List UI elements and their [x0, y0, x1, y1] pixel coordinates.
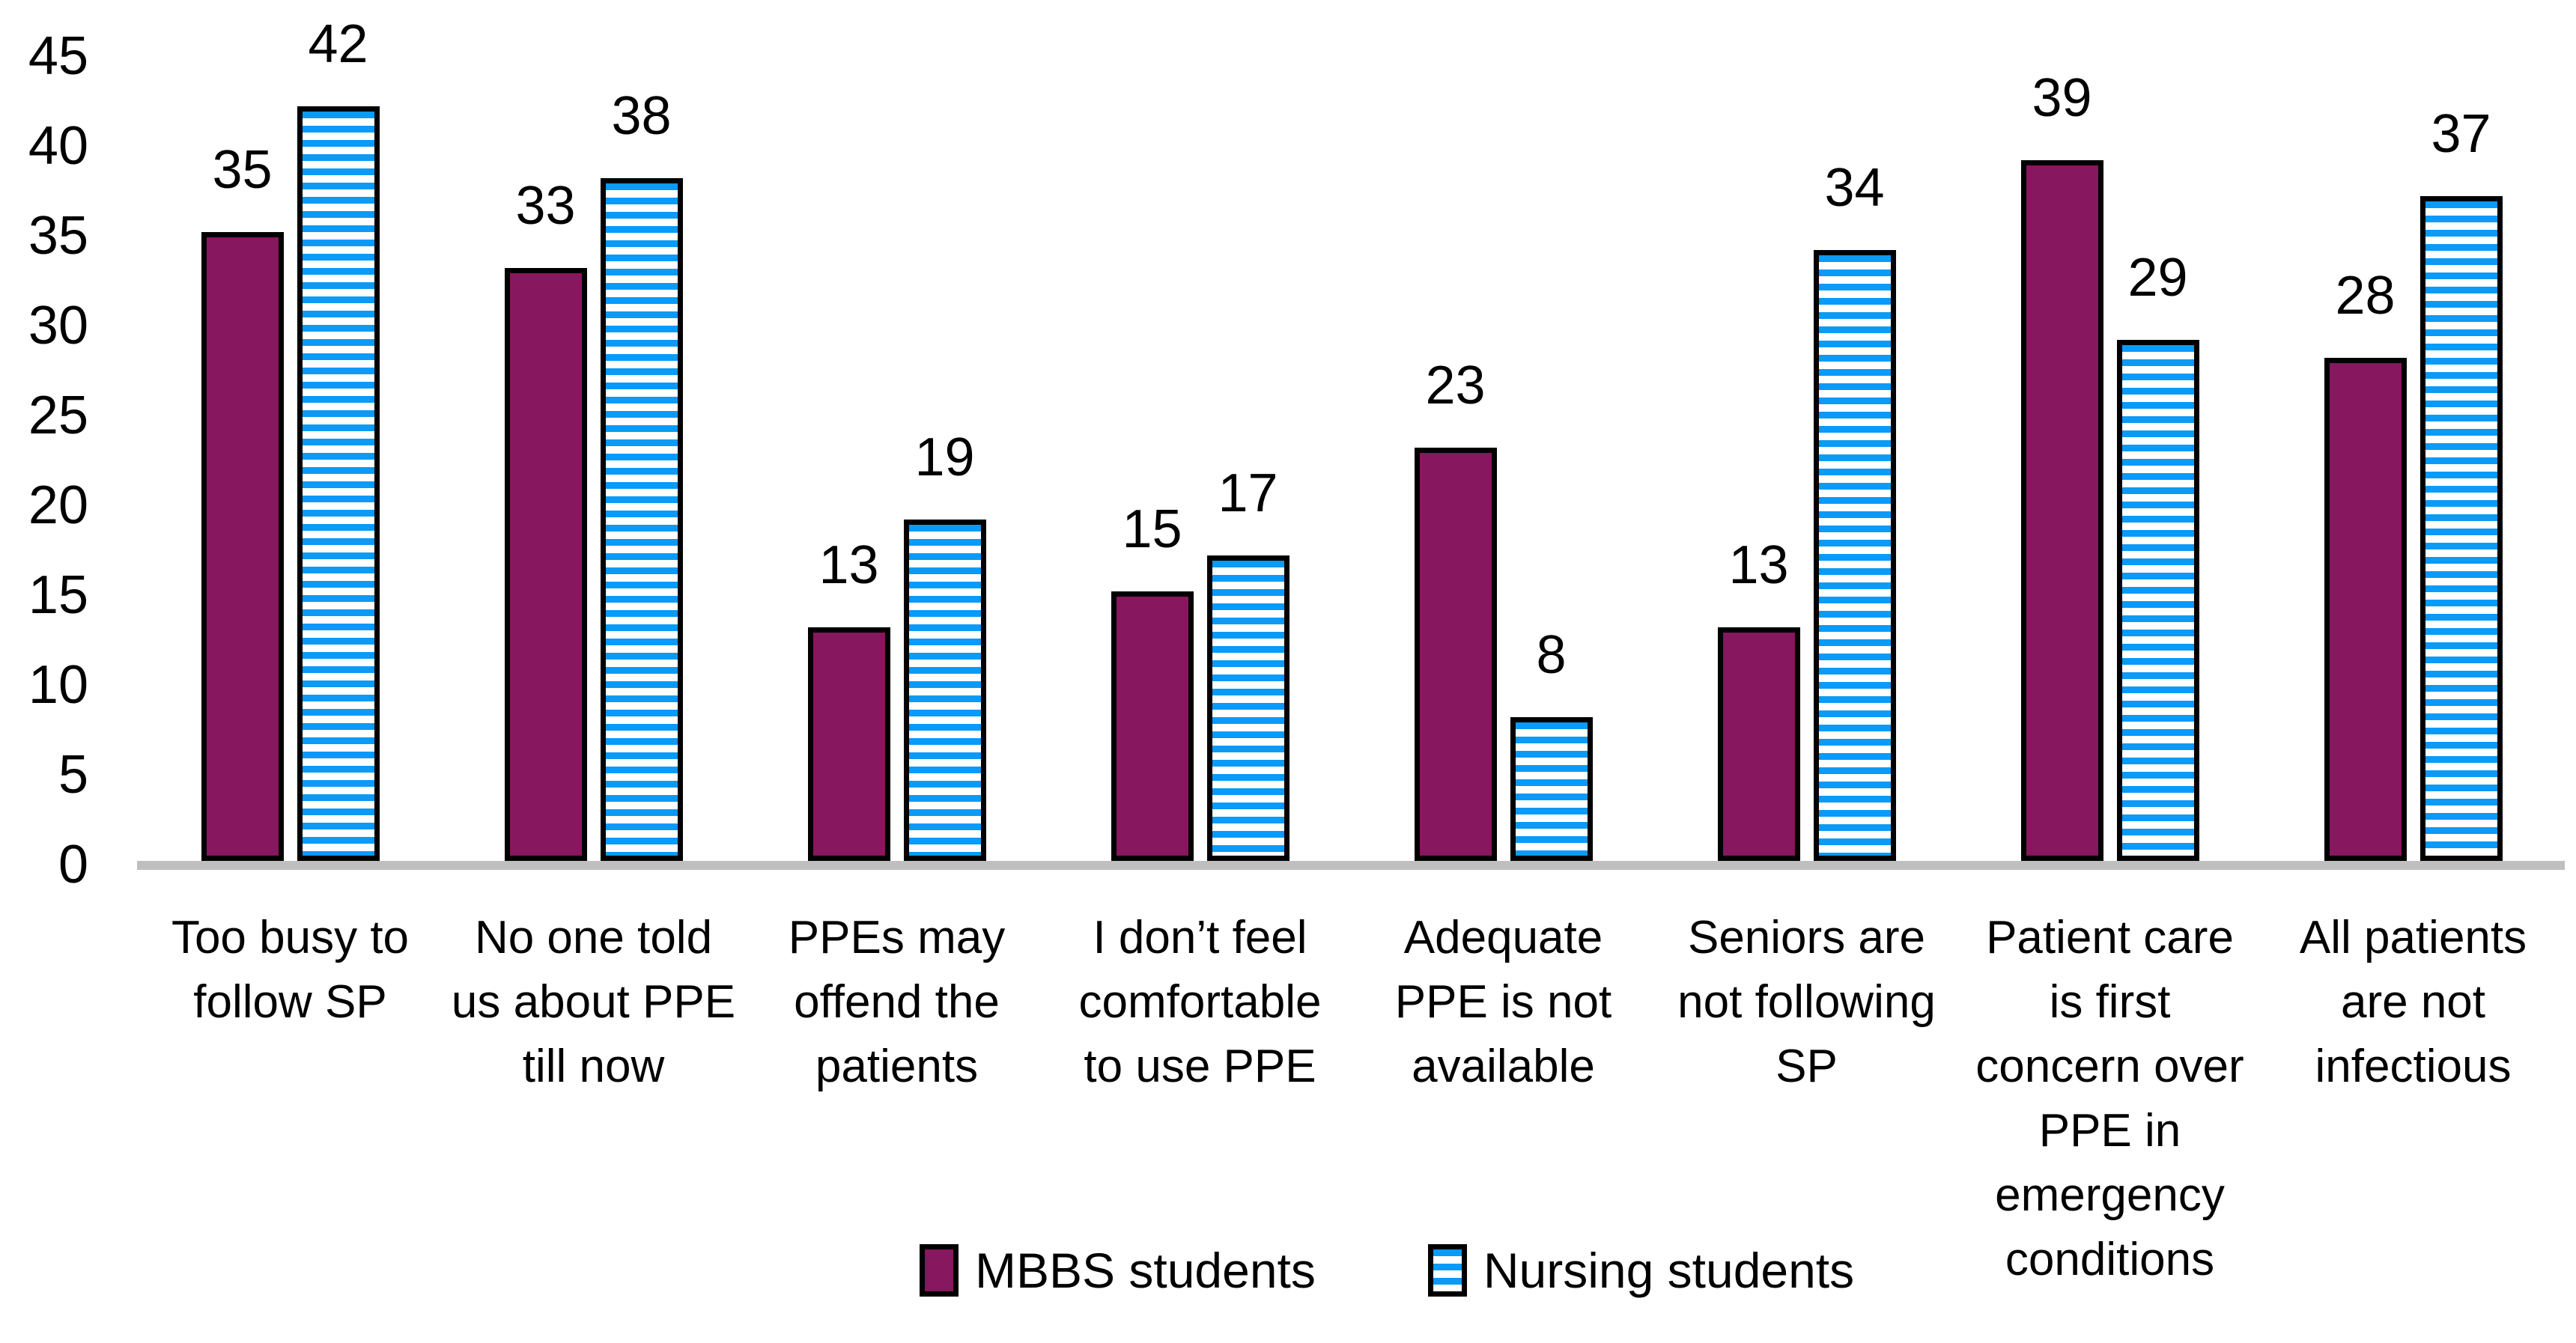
category-label-4: I don’t feel comfortable to use PPE — [1078, 912, 1322, 1092]
y-tick-0: 0 — [58, 835, 88, 895]
bar-group-1: 35 42 — [139, 0, 442, 861]
value-label-mbbs: 33 — [515, 176, 576, 236]
bar-group-4: 15 17 — [1048, 0, 1352, 861]
y-tick-25: 25 — [28, 386, 88, 445]
value-label-mbbs: 15 — [1122, 499, 1182, 559]
bar-group-5: 23 8 — [1352, 0, 1655, 861]
bar-nursing — [2419, 196, 2503, 861]
value-label-nursing: 29 — [2127, 248, 2188, 308]
bar-col-mbbs: 28 — [2324, 268, 2407, 861]
bar-mbbs — [504, 268, 587, 861]
bar-nursing — [2116, 340, 2199, 861]
bar-nursing — [903, 520, 986, 861]
y-tick-35: 35 — [28, 206, 88, 266]
bar-col-mbbs: 23 — [1414, 356, 1497, 861]
y-tick-10: 10 — [28, 655, 88, 715]
bar-col-mbbs: 13 — [807, 535, 890, 861]
value-label-nursing: 38 — [611, 86, 672, 146]
value-label-mbbs: 13 — [1728, 535, 1789, 595]
y-tick-30: 30 — [28, 296, 88, 356]
bar-group-3: 13 19 — [745, 0, 1048, 861]
bar-col-nursing: 17 — [1206, 463, 1289, 861]
bar-mbbs — [2020, 160, 2103, 861]
bar-col-nursing: 29 — [2116, 248, 2199, 861]
y-axis: 45 40 35 30 25 20 15 10 5 0 — [0, 0, 88, 1343]
value-label-mbbs: 39 — [2032, 68, 2092, 128]
bar-col-nursing: 19 — [903, 427, 986, 861]
value-label-mbbs: 28 — [2335, 266, 2396, 326]
value-label-nursing: 17 — [1218, 463, 1278, 523]
bar-col-mbbs: 13 — [1717, 535, 1800, 861]
legend-entry-mbbs: MBBS students — [920, 1243, 1316, 1298]
bar-col-mbbs: 35 — [201, 142, 284, 861]
category-label-6: Seniors are not following SP — [1677, 912, 1936, 1092]
legend-entry-nursing: Nursing students — [1427, 1243, 1855, 1298]
value-label-nursing: 8 — [1536, 625, 1567, 685]
y-tick-15: 15 — [28, 565, 88, 625]
bar-group-6: 13 34 — [1655, 0, 1958, 861]
value-label-nursing: 37 — [2431, 104, 2491, 164]
bar-col-mbbs: 15 — [1111, 502, 1194, 861]
bar-nursing — [1813, 250, 1896, 861]
value-label-mbbs: 13 — [818, 535, 879, 595]
bar-col-nursing: 8 — [1510, 627, 1593, 861]
mbbs-swatch-icon — [920, 1244, 959, 1297]
y-tick-40: 40 — [28, 116, 88, 176]
bar-mbbs — [1414, 448, 1497, 861]
bar-group-2: 33 38 — [442, 0, 745, 861]
value-label-nursing: 34 — [1824, 158, 1885, 218]
bar-col-mbbs: 33 — [504, 176, 587, 861]
nursing-swatch-icon — [1427, 1244, 1467, 1297]
y-tick-45: 45 — [28, 26, 88, 86]
category-label-5: Adequate PPE is not available — [1394, 912, 1612, 1092]
bar-col-nursing: 37 — [2419, 104, 2503, 861]
bar-col-nursing: 34 — [1813, 158, 1896, 861]
bar-group-8: 28 37 — [2261, 0, 2565, 861]
bar-mbbs — [201, 232, 284, 861]
category-label-8: All patients are not infectious — [2299, 912, 2527, 1092]
bar-mbbs — [1717, 627, 1800, 861]
x-axis-labels: Too busy to follow SP No one told us abo… — [139, 906, 2565, 1292]
plot-area: 35 42 33 38 13 19 — [139, 0, 2565, 861]
category-label-1: Too busy to follow SP — [171, 912, 410, 1028]
bar-nursing — [1510, 717, 1593, 861]
bar-mbbs — [2324, 358, 2407, 861]
category-label-2: No one told us about PPE till now — [451, 912, 736, 1092]
legend-label-nursing: Nursing students — [1483, 1243, 1855, 1298]
y-tick-5: 5 — [58, 745, 88, 805]
value-label-nursing: 19 — [914, 427, 975, 487]
bar-col-nursing: 38 — [600, 86, 683, 861]
bar-nursing — [1206, 555, 1289, 861]
bar-nursing — [600, 178, 683, 861]
bar-mbbs — [1111, 591, 1194, 861]
value-label-nursing: 42 — [308, 14, 368, 74]
y-tick-20: 20 — [28, 475, 88, 535]
legend: MBBS students Nursing students — [920, 1243, 1854, 1298]
bar-nursing — [297, 106, 380, 861]
legend-label-mbbs: MBBS students — [975, 1243, 1316, 1298]
bar-group-7: 39 29 — [1958, 0, 2261, 861]
value-label-mbbs: 23 — [1425, 356, 1486, 415]
bar-col-mbbs: 39 — [2020, 68, 2103, 861]
value-label-mbbs: 35 — [212, 140, 273, 200]
bar-mbbs — [807, 627, 890, 861]
bar-col-nursing: 42 — [297, 16, 380, 861]
category-label-7: Patient care is first concern over PPE i… — [1975, 912, 2244, 1285]
x-axis-line — [137, 861, 2565, 870]
category-label-3: PPEs may offend the patients — [788, 912, 1006, 1092]
